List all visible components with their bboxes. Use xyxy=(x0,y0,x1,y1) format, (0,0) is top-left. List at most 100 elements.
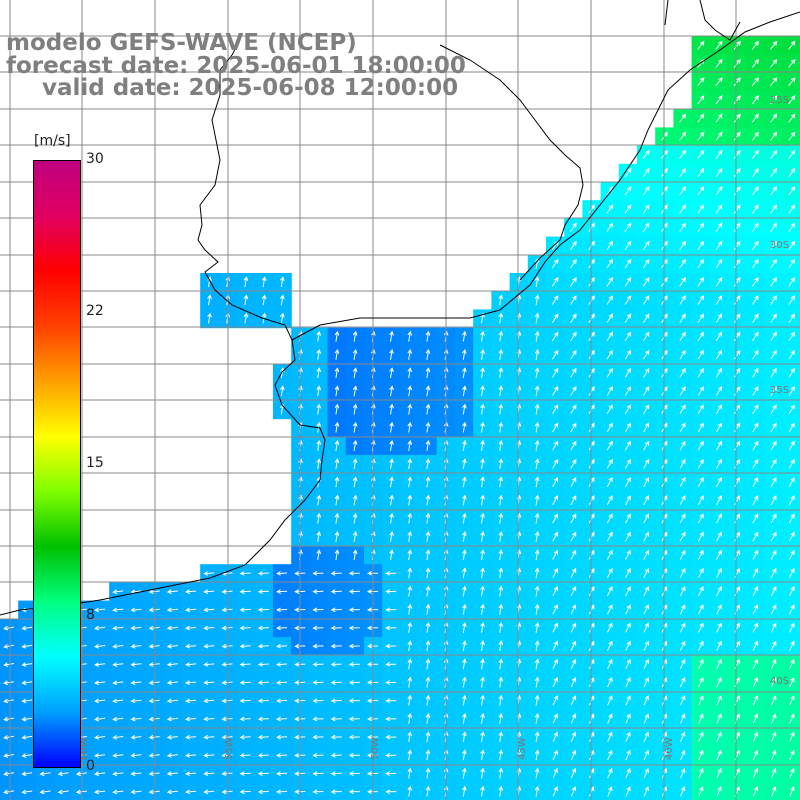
wind-arrow xyxy=(679,386,686,396)
wind-arrow xyxy=(334,348,340,360)
wind-arrow xyxy=(788,586,795,597)
wind-arrow xyxy=(679,113,687,123)
wind-arrow xyxy=(334,549,340,561)
wind-arrow xyxy=(239,753,251,758)
wind-arrow xyxy=(679,204,687,214)
wind-arrow xyxy=(3,771,15,777)
wind-arrow xyxy=(312,680,324,685)
wind-arrow xyxy=(570,331,577,342)
wind-arrow xyxy=(770,567,777,578)
wind-arrow xyxy=(462,749,467,761)
wind-arrow xyxy=(642,295,650,305)
wind-arrow xyxy=(312,589,324,594)
wind-arrow xyxy=(3,698,15,704)
wind-arrow xyxy=(425,694,431,706)
wind-arrow xyxy=(697,513,704,524)
wind-arrow xyxy=(643,567,649,578)
wind-arrow xyxy=(348,680,360,685)
wind-arrow xyxy=(425,585,431,597)
wind-arrow xyxy=(334,530,340,542)
wind-arrow xyxy=(770,586,777,597)
wind-arrow xyxy=(348,752,360,758)
wind-arrow xyxy=(624,458,631,469)
forecast-date: forecast date: 2025-06-01 18:00:00 xyxy=(6,53,466,79)
wind-arrow xyxy=(348,734,360,740)
wind-arrow xyxy=(389,367,394,379)
wind-arrow xyxy=(462,712,467,724)
wind-arrow xyxy=(788,476,795,487)
wind-arrow xyxy=(770,240,777,251)
wind-arrow xyxy=(185,680,197,685)
wind-arrow xyxy=(534,512,540,524)
wind-arrow xyxy=(752,476,759,487)
wind-arrow xyxy=(480,621,485,633)
wind-arrow xyxy=(407,785,413,797)
wind-arrow xyxy=(407,458,413,470)
wind-arrow xyxy=(770,495,777,506)
wind-arrow xyxy=(752,567,759,578)
wind-arrow xyxy=(788,258,796,269)
wind-arrow xyxy=(607,767,613,779)
wind-arrow xyxy=(752,240,759,251)
wind-arrow xyxy=(330,661,342,667)
wind-arrow xyxy=(716,677,722,688)
wind-arrow xyxy=(352,439,358,451)
wind-arrow xyxy=(734,386,741,396)
wind-arrow xyxy=(788,204,796,214)
wind-arrow xyxy=(94,716,106,722)
wind-arrow xyxy=(407,439,413,451)
wind-arrow xyxy=(425,476,431,488)
wind-arrow xyxy=(715,277,723,287)
wind-arrow xyxy=(716,695,722,706)
wind-arrow xyxy=(425,421,431,433)
wind-arrow xyxy=(243,276,249,288)
colorbar-tick-15: 15 xyxy=(86,455,104,471)
wind-arrow xyxy=(643,476,649,487)
wind-arrow xyxy=(330,789,342,795)
wind-arrow xyxy=(407,640,413,652)
wind-arrow xyxy=(166,589,178,594)
wind-arrow xyxy=(316,494,322,506)
wind-arrow xyxy=(625,622,631,633)
wind-arrow xyxy=(534,494,540,506)
wind-arrow xyxy=(570,422,577,433)
wind-arrow xyxy=(698,713,704,724)
wind-arrow xyxy=(239,571,251,576)
wind-arrow xyxy=(716,476,722,487)
wind-arrow xyxy=(276,753,288,758)
wind-arrow xyxy=(498,494,504,506)
wind-arrow xyxy=(552,767,558,779)
latitude-labels: 25S 30S 35S 40S xyxy=(770,95,789,687)
wind-arrow xyxy=(276,571,288,576)
wind-arrow xyxy=(771,731,777,742)
wind-arrow xyxy=(534,458,540,470)
wind-arrow xyxy=(606,476,613,487)
wind-arrow xyxy=(697,367,704,378)
wind-arrow xyxy=(185,698,197,704)
wind-arrow xyxy=(733,240,741,251)
wind-arrow xyxy=(751,149,759,159)
wind-arrow xyxy=(352,476,358,488)
wind-arrow xyxy=(770,295,777,305)
wind-arrow xyxy=(462,676,467,688)
wind-arrow xyxy=(312,625,324,631)
wind-arrow xyxy=(624,222,632,232)
coastline xyxy=(0,0,800,616)
wind-arrow xyxy=(534,585,540,597)
wind-arrow xyxy=(316,458,322,470)
wind-arrow xyxy=(788,313,795,323)
wind-arrow xyxy=(257,662,269,667)
wind-arrow xyxy=(643,677,649,688)
wind-arrow xyxy=(716,567,722,578)
latitude-label: 35S xyxy=(770,385,789,396)
wind-arrow xyxy=(312,698,324,704)
wind-arrow xyxy=(3,644,15,649)
wind-arrow xyxy=(715,204,723,214)
wind-arrow xyxy=(498,694,504,706)
wind-arrow xyxy=(551,258,559,269)
wind-arrow xyxy=(207,276,212,288)
wind-arrow xyxy=(385,570,397,576)
wind-arrow xyxy=(607,658,613,670)
wind-arrow xyxy=(257,571,269,576)
wind-arrow xyxy=(498,458,504,470)
